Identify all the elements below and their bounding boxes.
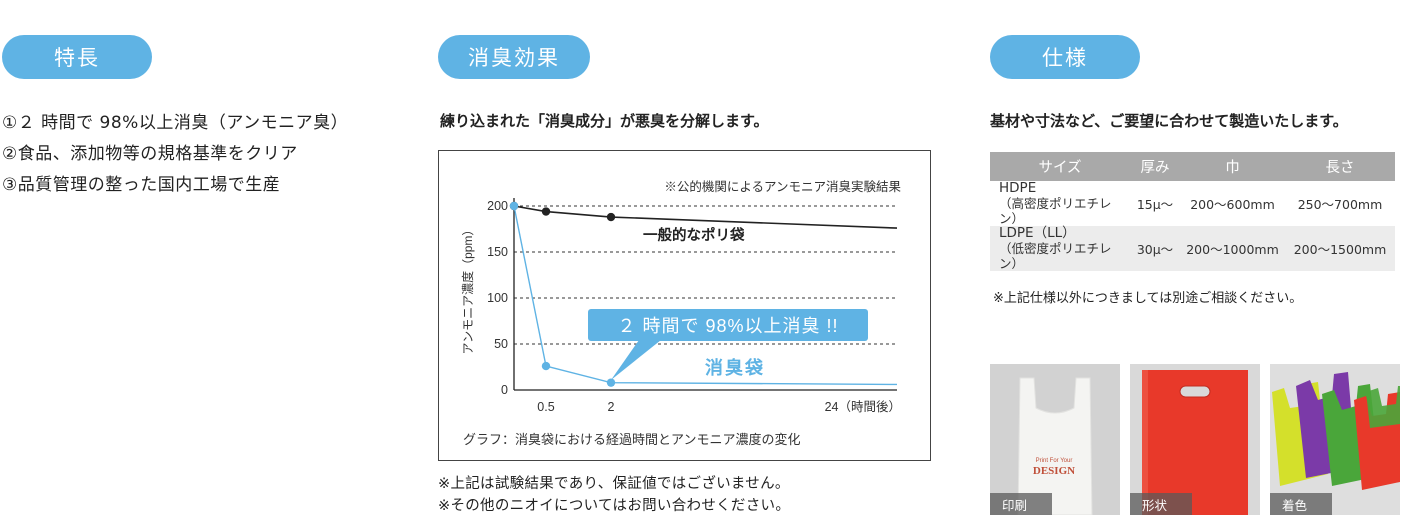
series-label-regular-bag: 一般的なポリ袋 <box>643 226 745 244</box>
photo-label: 印刷 <box>990 493 1052 515</box>
chart-y-ticks: 0 50 100 150 200 <box>487 199 508 397</box>
feature-item-1: ①２ 時間で 98%以上消臭（アンモニア臭） <box>2 113 349 133</box>
effect-heading: 消臭効果 <box>438 35 590 79</box>
bag-print-small: Print For Your <box>1036 458 1073 464</box>
shaped-bag-image <box>1130 364 1260 515</box>
data-point <box>541 207 551 216</box>
chart-source-note: ※公的機関によるアンモニア消臭実験結果 <box>664 179 901 194</box>
y-tick-label: 200 <box>487 199 508 213</box>
bag-print-large: DESIGN <box>1033 465 1075 477</box>
spec-cell-width: 200～600mm <box>1190 197 1275 212</box>
series-label-deodorizing-bag: 消臭袋 <box>705 357 765 378</box>
callout-text: ２ 時間で 98%以上消臭 !! <box>617 316 838 336</box>
photo-label: 形状 <box>1130 493 1192 515</box>
chart-caption: グラフ：消臭袋における経過時間とアンモニア濃度の変化 <box>463 432 800 447</box>
spec-cell-length: 200～1500mm <box>1285 226 1395 271</box>
features-heading: 特長 <box>2 35 152 79</box>
data-point <box>509 201 519 211</box>
y-tick-label: 150 <box>487 245 508 259</box>
callout-box <box>588 309 868 341</box>
spec-lead: 基材や寸法など、ご要望に合わせて製造いたします。 <box>990 112 1348 130</box>
photo-label: 着色 <box>1270 493 1332 515</box>
spec-cell-material: HDPE （高密度ポリエチレン） <box>990 180 1130 227</box>
spec-header-row: サイズ 厚み 巾 長さ <box>990 152 1395 181</box>
spec-header-thickness: 厚み <box>1130 152 1180 181</box>
y-tick-label: 50 <box>494 337 508 351</box>
chart-x-ticks: 0.5 2 24（時間後） <box>537 400 901 414</box>
spec-cell-thickness: 15μ～ <box>1136 197 1174 212</box>
data-point <box>606 212 616 222</box>
effect-note-2: ※その他のニオイについてはお問い合わせください。 <box>438 498 791 514</box>
spec-heading: 仕様 <box>990 35 1140 79</box>
x-tick-label: 2 <box>608 400 615 414</box>
photo-colored-bags: 着色 <box>1270 364 1400 515</box>
chart-ylabel: アンモニア濃度（ppm） <box>460 224 475 355</box>
spec-header-length: 長さ <box>1285 152 1395 181</box>
spec-header-width: 巾 <box>1180 152 1285 181</box>
ammonia-chart: ※公的機関によるアンモニア消臭実験結果 アンモニア濃度（ppm） 0 50 100 1… <box>460 179 901 447</box>
callout-bubble: ２ 時間で 98%以上消臭 !! <box>588 309 868 380</box>
spec-row: LDPE（LL） （低密度ポリエチレン） 30μ～ 200～1000mm 200… <box>990 226 1395 271</box>
x-tick-label: 24（時間後） <box>825 400 901 414</box>
chart-axes <box>513 198 897 391</box>
series-line <box>513 205 898 229</box>
colored-bags-image <box>1270 364 1400 515</box>
spec-row: HDPE （高密度ポリエチレン） 15μ～ 200～600mm 250～700m… <box>990 180 1395 227</box>
chart-grid <box>514 205 897 345</box>
chart-series <box>509 201 898 387</box>
spec-cell-width: 200～1000mm <box>1180 226 1285 271</box>
y-tick-label: 100 <box>487 291 508 305</box>
series-line <box>513 205 898 386</box>
data-point <box>606 378 616 387</box>
spec-cell-thickness: 30μ～ <box>1130 226 1180 271</box>
callout-pointer <box>611 340 661 380</box>
material-name: HDPE <box>999 180 1037 196</box>
feature-item-2: ②食品、添加物等の規格基準をクリア <box>2 144 298 164</box>
material-desc: （低密度ポリエチレン） <box>999 241 1112 271</box>
effect-note-1: ※上記は試験結果であり、保証値ではございません。 <box>438 476 790 492</box>
x-tick-label: 0.5 <box>537 400 554 414</box>
data-point <box>541 361 551 371</box>
spec-cell-length: 250～700mm <box>1297 197 1383 212</box>
spec-cell-material: LDPE（LL） （低密度ポリエチレン） <box>990 226 1130 271</box>
material-desc: （高密度ポリエチレン） <box>999 196 1112 226</box>
spec-header-size: サイズ <box>990 152 1130 181</box>
spec-table: サイズ 厚み 巾 長さ HDPE （高密度ポリエチレン） 15μ～ 200～60… <box>990 152 1395 271</box>
feature-item-3: ③品質管理の整った国内工場で生産 <box>2 175 281 195</box>
chart-panel: ※公的機関によるアンモニア消臭実験結果 アンモニア濃度（ppm） 0 50 100 1… <box>438 150 931 461</box>
photo-printed-bag: Print For Your DESIGN 印刷 <box>990 364 1120 515</box>
effect-lead: 練り込まれた「消臭成分」が悪臭を分解します。 <box>440 112 769 130</box>
material-name: LDPE（LL） <box>999 225 1076 241</box>
spec-note: ※上記仕様以外につきましては別途ご相談ください。 <box>993 291 1303 306</box>
y-tick-label: 0 <box>501 383 508 397</box>
printed-bag-image: Print For Your DESIGN <box>990 364 1120 515</box>
photo-shaped-bag: 形状 <box>1130 364 1260 515</box>
